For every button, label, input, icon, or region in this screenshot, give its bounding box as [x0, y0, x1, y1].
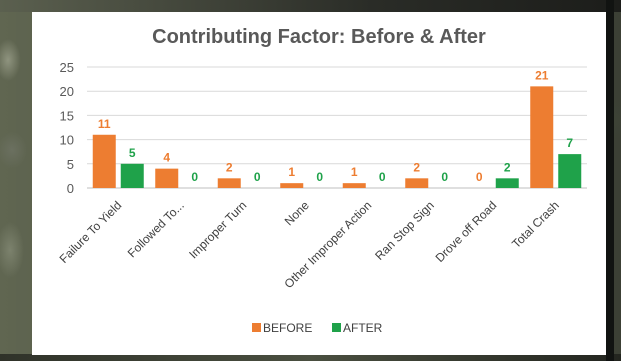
x-tick-label: Improper Turn — [186, 198, 249, 261]
bar-after — [558, 154, 582, 188]
data-label-after: 0 — [316, 170, 323, 184]
y-tick-label: 10 — [60, 133, 74, 148]
x-tick-label: Followed To... — [125, 198, 187, 260]
y-tick-label: 5 — [67, 157, 74, 172]
data-label-after: 7 — [566, 136, 573, 150]
legend-label: AFTER — [343, 321, 383, 335]
x-tick-label: Drove off Road — [433, 198, 500, 265]
x-tick-label: Failure To Yield — [57, 198, 125, 266]
x-tick-label: Ran Stop Sign — [372, 198, 437, 263]
background-bottom-strip — [0, 354, 621, 361]
data-label-after: 0 — [379, 170, 386, 184]
bar-before — [280, 183, 304, 188]
bar-after — [120, 163, 144, 188]
bar-before — [92, 134, 116, 188]
data-label-before: 21 — [535, 68, 549, 82]
chart-panel: Contributing Factor: Before & After 0 5 10… — [32, 12, 606, 355]
right-frame-edge — [606, 0, 614, 361]
chart-svg: Contributing Factor: Before & After 0510… — [57, 26, 587, 335]
y-axis-ticks: 0 5 10 15 20 25 — [60, 60, 74, 196]
legend: BEFORE AFTER — [252, 321, 383, 335]
x-tick-label: Total Crash — [509, 198, 562, 251]
legend-swatch — [252, 323, 261, 332]
x-tick-label: None — [282, 198, 312, 228]
y-tick-label: 20 — [60, 84, 74, 99]
bar-before — [405, 178, 429, 188]
data-label-before: 1 — [351, 165, 358, 179]
y-tick-label: 0 — [67, 181, 74, 196]
bar-before — [342, 183, 366, 188]
bar-before — [217, 178, 241, 188]
y-tick-label: 25 — [60, 60, 74, 75]
data-label-after: 2 — [504, 160, 511, 174]
data-label-before: 4 — [163, 151, 170, 165]
y-tick-label: 15 — [60, 108, 74, 123]
legend-label: BEFORE — [263, 321, 312, 335]
background-top-strip — [0, 0, 621, 12]
bar-before — [155, 168, 179, 188]
bar-before — [530, 86, 554, 188]
data-label-before: 2 — [226, 160, 233, 174]
data-label-before: 11 — [98, 117, 111, 131]
data-label-after: 0 — [254, 170, 261, 184]
legend-swatch — [332, 323, 341, 332]
chart-title: Contributing Factor: Before & After — [152, 26, 486, 48]
x-axis-ticks: Failure To Yield Followed To... Improper T… — [57, 198, 562, 291]
bars — [92, 86, 582, 188]
data-label-after: 0 — [441, 170, 448, 184]
data-label-after: 5 — [129, 146, 136, 160]
data-labels: 11 5 4 0 2 0 1 0 1 0 2 0 0 2 21 7 — [98, 68, 574, 184]
bar-after — [495, 178, 519, 188]
data-label-before: 0 — [476, 170, 483, 184]
data-label-after: 0 — [191, 170, 198, 184]
data-label-before: 1 — [288, 165, 295, 179]
data-label-before: 2 — [413, 160, 420, 174]
